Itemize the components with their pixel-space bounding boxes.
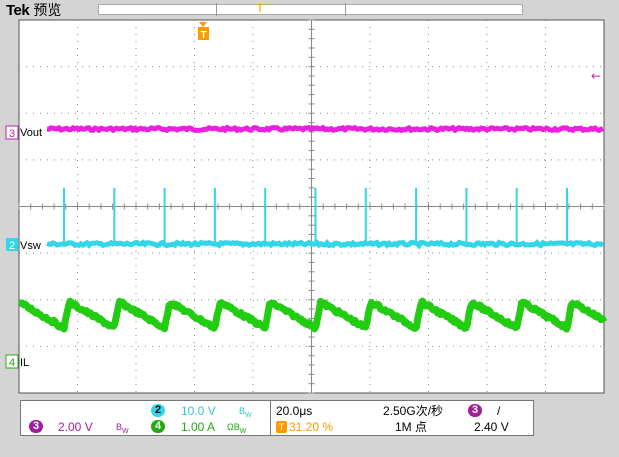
ch4-label: IL — [20, 357, 29, 369]
ch3-badge[interactable]: 3 — [29, 420, 43, 433]
bandwidth-limit-icon: BW — [116, 422, 129, 435]
trigger-source-badge[interactable]: 3 — [468, 404, 482, 417]
ch2-marker[interactable]: 2 Vsw — [6, 238, 41, 252]
trigger-offset-icon: T — [276, 421, 287, 433]
record-memory-bar — [98, 4, 523, 15]
ch3-waveform — [46, 125, 604, 133]
ch4-marker[interactable]: 4 IL — [5, 354, 29, 369]
record-view-window — [216, 3, 346, 16]
ch4-badge[interactable]: 4 — [151, 420, 165, 433]
ch2-scale: 10.0 V — [181, 404, 216, 418]
ohm-bandwidth-icon: ΩBW — [227, 422, 247, 435]
svg-text:2: 2 — [9, 240, 15, 252]
trigger-slope-icon: / — [497, 404, 501, 418]
graticule-grid — [18, 19, 605, 394]
record-length-readout: 1M 点 — [395, 420, 428, 434]
scope-display[interactable]: 3 Vout 2 Vsw 4 IL T ← — [0, 0, 619, 400]
ch2-label: Vsw — [20, 240, 41, 252]
status-divider — [270, 401, 271, 435]
bandwidth-limit-icon: BW — [239, 406, 252, 419]
ch3-marker[interactable]: 3 Vout — [5, 125, 42, 140]
ch4-scale: 1.00 A — [181, 420, 216, 434]
ch4-waveform — [17, 297, 608, 333]
trigger-offset-readout[interactable]: 31.20 % — [289, 420, 334, 434]
ch3-scale: 2.00 V — [58, 420, 93, 434]
ch2-badge[interactable]: 2 — [151, 404, 165, 417]
trigger-time-marker[interactable]: T — [198, 22, 209, 41]
status-readout: 2 10.0 V BW 3 2.00 V BW 4 1.00 A ΩBW 20.… — [20, 400, 534, 436]
timebase-readout[interactable]: 20.0μs — [276, 404, 313, 418]
trigger-position-icon: T — [256, 2, 264, 15]
ch2-waveform — [46, 239, 605, 250]
brand-name: Tek — [6, 2, 30, 19]
sample-rate-readout: 2.50G次/秒 — [383, 404, 444, 418]
trigger-level-arrow-icon[interactable]: ← — [591, 69, 601, 83]
trigger-level-readout[interactable]: 2.40 V — [474, 420, 509, 434]
ch2-spikes — [63, 188, 568, 244]
brand-label: Tek 预览 — [6, 0, 61, 20]
ch3-label: Vout — [20, 127, 42, 139]
top-bar: Tek 预览 T — [0, 0, 619, 20]
acquisition-mode: 预览 — [33, 2, 62, 18]
svg-text:4: 4 — [9, 357, 15, 369]
svg-text:3: 3 — [9, 128, 15, 140]
svg-text:T: T — [200, 30, 206, 41]
